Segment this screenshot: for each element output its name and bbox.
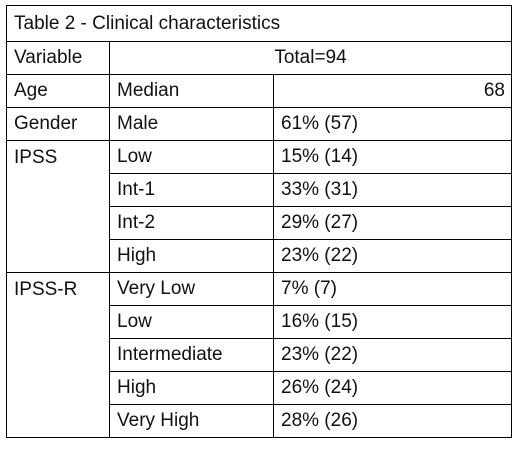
variable-cell: IPSS — [6, 140, 110, 273]
table-row-ipssr-very-high: Very High 28% (26) — [7, 404, 512, 438]
category-cell: Median — [109, 74, 274, 108]
category-cell: High — [109, 371, 274, 405]
variable-cell: Gender — [6, 107, 110, 141]
table-row-ipss-low: IPSS Low 15% (14) — [6, 140, 512, 273]
value-cell: 28% (26) — [273, 404, 512, 438]
table-row-ipss-int1: Int-1 33% (31) — [7, 173, 512, 207]
table-row-gender: Gender Male 61% (57) — [6, 107, 512, 141]
category-cell: Low — [109, 140, 274, 174]
value-cell: 15% (14) — [273, 140, 512, 174]
table-header-row: Variable Total=94 — [6, 41, 512, 75]
table-row-age: Age Median 68 — [6, 74, 512, 108]
table-title: Table 2 - Clinical characteristics — [6, 5, 512, 42]
category-cell: Very High — [109, 404, 274, 438]
variable-cell: IPSS-R — [6, 272, 110, 438]
category-cell: Very Low — [109, 272, 274, 306]
value-cell: 23% (22) — [273, 239, 512, 273]
value-cell: 7% (7) — [273, 272, 512, 306]
category-cell: Male — [109, 107, 274, 141]
table-row-ipssr-very-low: IPSS-R Very Low 7% (7) — [6, 272, 512, 438]
clinical-characteristics-table: Table 2 - Clinical characteristics Varia… — [6, 5, 512, 438]
value-cell: 61% (57) — [273, 107, 512, 141]
table-title-row: Table 2 - Clinical characteristics — [6, 5, 512, 42]
table-row-ipssr-intermediate: Intermediate 23% (22) — [7, 338, 512, 372]
category-cell: Int-2 — [109, 206, 274, 240]
table-row-ipss-int2: Int-2 29% (27) — [7, 206, 512, 240]
header-variable: Variable — [6, 41, 110, 75]
variable-cell: Age — [6, 74, 110, 108]
value-cell: 33% (31) — [273, 173, 512, 207]
category-cell: Intermediate — [109, 338, 274, 372]
value-cell: 68 — [273, 74, 512, 108]
category-cell: Int-1 — [109, 173, 274, 207]
value-cell: 23% (22) — [273, 338, 512, 372]
category-cell: Low — [109, 305, 274, 339]
category-cell: High — [109, 239, 274, 273]
value-cell: 29% (27) — [273, 206, 512, 240]
value-cell: 26% (24) — [273, 371, 512, 405]
table-row-ipssr-high: High 26% (24) — [7, 371, 512, 405]
value-cell: 16% (15) — [273, 305, 512, 339]
header-total: Total=94 — [109, 41, 512, 75]
table-row-ipss-high: High 23% (22) — [7, 239, 512, 273]
table-row-ipssr-low: Low 16% (15) — [7, 305, 512, 339]
